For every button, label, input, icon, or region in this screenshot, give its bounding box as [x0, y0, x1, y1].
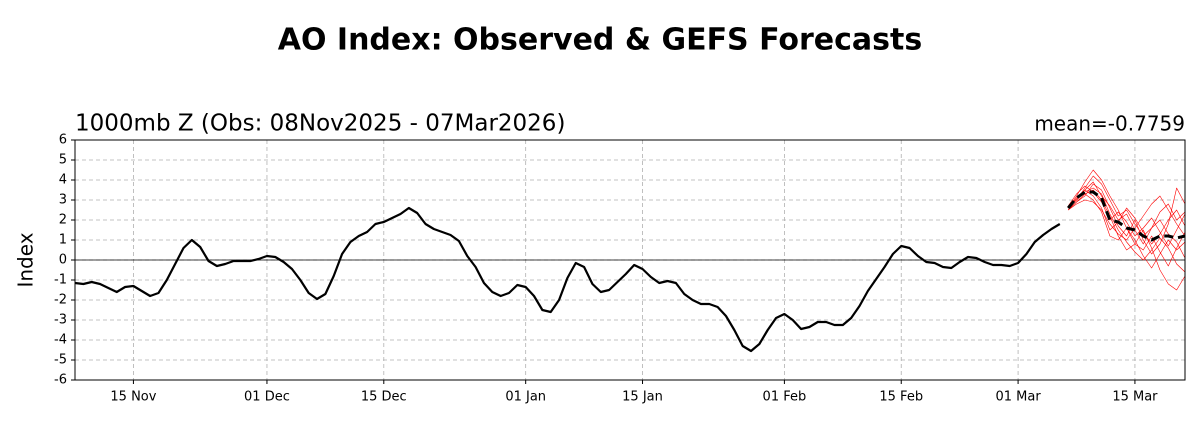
plot-frame [74, 139, 1186, 381]
x-tick-label: 01 Feb [763, 390, 807, 405]
data-line [1067, 181, 1186, 259]
x-tick-label: 01 Mar [995, 390, 1041, 405]
y-tick-label: 2 [59, 213, 67, 228]
data-line [74, 206, 1061, 353]
x-tick-label: 15 Feb [879, 390, 923, 405]
mean-annotation: mean=-0.7759 [1034, 112, 1185, 136]
x-tick-label: 15 Dec [361, 390, 407, 405]
y-tick-label: -4 [54, 333, 67, 348]
y-tick-label: 6 [59, 133, 67, 148]
data-line [1067, 183, 1186, 255]
chart-title: AO Index: Observed & GEFS Forecasts [278, 23, 922, 58]
y-tick-label: -2 [54, 293, 67, 308]
data-line [1067, 195, 1186, 241]
x-tick-label: 15 Nov [110, 390, 156, 405]
x-tick-label: 15 Jan [622, 390, 663, 405]
y-tick-label: -1 [54, 273, 67, 288]
y-tick-label: 5 [59, 153, 67, 168]
data-line [1067, 185, 1186, 247]
y-tick-label: 4 [59, 173, 67, 188]
data-line [1067, 189, 1186, 291]
x-tick-label: 01 Jan [505, 390, 546, 405]
data-line [1067, 190, 1186, 242]
y-tick-label: -3 [54, 313, 67, 328]
y-tick-label: -6 [54, 373, 67, 388]
chart-subtitle: 1000mb Z (Obs: 08Nov2025 - 07Mar2026) [75, 111, 565, 137]
y-tick-label: 0 [59, 253, 67, 268]
y-tick-label: -5 [54, 353, 67, 368]
data-line [1067, 175, 1186, 237]
data-line [1067, 169, 1186, 269]
x-tick-label: 01 Dec [244, 390, 290, 405]
x-tick-label: 15 Mar [1112, 390, 1158, 405]
y-axis-label: Index [14, 232, 38, 287]
y-tick-label: 1 [59, 233, 67, 248]
data-line [1067, 187, 1186, 273]
y-tick-label: 3 [59, 193, 67, 208]
